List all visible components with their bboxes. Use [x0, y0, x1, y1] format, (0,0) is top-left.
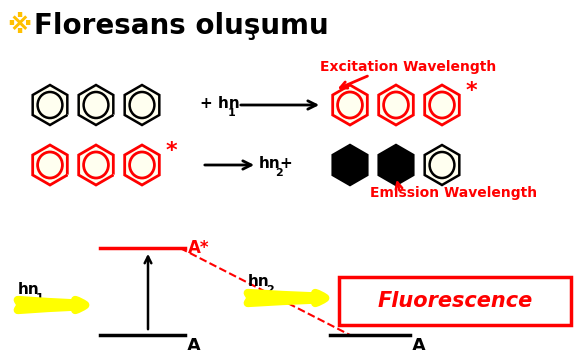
Text: A: A — [412, 337, 426, 350]
Text: hn: hn — [259, 155, 280, 170]
Polygon shape — [333, 145, 368, 185]
Text: *: * — [166, 141, 178, 161]
Polygon shape — [33, 145, 67, 185]
Ellipse shape — [338, 92, 362, 118]
Ellipse shape — [338, 152, 362, 178]
Polygon shape — [79, 145, 113, 185]
Polygon shape — [33, 85, 67, 125]
Text: ※: ※ — [7, 14, 31, 38]
Ellipse shape — [129, 92, 155, 118]
Polygon shape — [425, 85, 459, 125]
Polygon shape — [379, 85, 413, 125]
Text: hn: hn — [248, 274, 270, 289]
Text: Excitation Wavelength: Excitation Wavelength — [320, 60, 496, 74]
Text: A*: A* — [188, 239, 209, 257]
Text: Emission Wavelength: Emission Wavelength — [370, 186, 537, 200]
Ellipse shape — [383, 92, 409, 118]
Ellipse shape — [430, 152, 455, 178]
Polygon shape — [79, 85, 113, 125]
Polygon shape — [379, 145, 413, 185]
Polygon shape — [125, 85, 159, 125]
Text: A: A — [187, 337, 201, 350]
Text: 1: 1 — [36, 293, 44, 303]
Polygon shape — [425, 145, 459, 185]
Text: *: * — [466, 81, 477, 101]
Text: 2: 2 — [266, 285, 274, 295]
Polygon shape — [125, 145, 159, 185]
Text: hn: hn — [18, 282, 40, 298]
Ellipse shape — [83, 152, 108, 178]
Ellipse shape — [38, 152, 62, 178]
Text: Floresans oluşumu: Floresans oluşumu — [34, 12, 329, 40]
Ellipse shape — [129, 152, 155, 178]
Text: Fluorescence: Fluorescence — [377, 291, 533, 311]
Ellipse shape — [83, 92, 108, 118]
Ellipse shape — [430, 92, 455, 118]
Text: 2: 2 — [275, 168, 283, 178]
Ellipse shape — [38, 92, 62, 118]
Polygon shape — [333, 85, 368, 125]
Text: +: + — [279, 155, 292, 170]
Text: + hn: + hn — [200, 96, 240, 111]
Text: 1: 1 — [228, 108, 236, 118]
FancyBboxPatch shape — [339, 277, 571, 325]
Ellipse shape — [383, 152, 409, 178]
